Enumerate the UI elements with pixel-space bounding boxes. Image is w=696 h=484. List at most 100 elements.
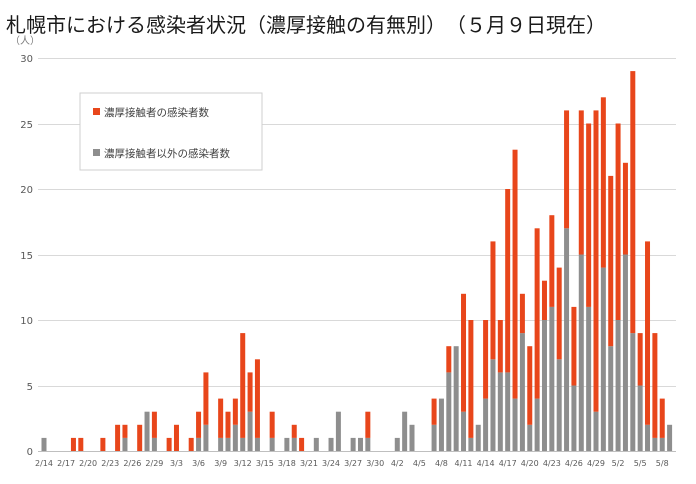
bar-non-contact-3-29 bbox=[365, 437, 371, 451]
bar-contact-3-14 bbox=[254, 359, 260, 438]
y-tick-label: 10 bbox=[20, 316, 33, 327]
bar-contact-4-20 bbox=[527, 346, 533, 425]
x-tick-label: 3/15 bbox=[256, 459, 274, 468]
bar-non-contact-4-14 bbox=[483, 398, 489, 451]
y-axis: 0 5 10 15 20 25 30 bbox=[20, 54, 33, 458]
bar-non-contact-4-20 bbox=[527, 424, 533, 451]
bar-non-contact-3-10 bbox=[225, 437, 231, 451]
bar-contact-3-13 bbox=[247, 372, 253, 412]
bar-non-contact-4-30 bbox=[600, 267, 606, 451]
x-tick-label: 4/26 bbox=[565, 459, 583, 468]
bar-non-contact-4-24 bbox=[556, 359, 562, 451]
bar-non-contact-5-7 bbox=[652, 437, 658, 451]
bar-contact-5-1 bbox=[608, 175, 614, 347]
x-tick-label: 3/9 bbox=[214, 459, 227, 468]
bar-non-contact-4-9 bbox=[446, 372, 452, 451]
bar-non-contact-4-17 bbox=[505, 372, 511, 451]
bar-contact-4-11 bbox=[461, 293, 467, 412]
legend-swatch-non-contact bbox=[93, 149, 100, 156]
bar-contact-4-12 bbox=[468, 320, 474, 438]
bar-contact-2-18 bbox=[70, 437, 76, 451]
bar-contact-4-19 bbox=[519, 293, 525, 334]
bar-non-contact-3-24 bbox=[328, 437, 334, 451]
bar-contact-4-29 bbox=[593, 110, 599, 412]
x-tick-label: 2/29 bbox=[145, 459, 163, 468]
bar-non-contact-3-27 bbox=[350, 437, 356, 451]
bar-non-contact-3-13 bbox=[247, 411, 253, 451]
bar-contact-4-14 bbox=[483, 320, 489, 399]
bar-contact-4-15 bbox=[490, 241, 496, 360]
bar-non-contact-4-18 bbox=[512, 398, 518, 451]
y-tick-label: 0 bbox=[27, 447, 33, 458]
x-tick-label: 2/20 bbox=[79, 459, 97, 468]
bar-non-contact-4-13 bbox=[475, 424, 481, 451]
legend: 濃厚接触者の感染者数 濃厚接触者以外の感染者数 bbox=[79, 92, 263, 171]
bar-non-contact-3-12 bbox=[240, 437, 246, 451]
bar-non-contact-4-25 bbox=[564, 228, 570, 451]
bar-non-contact-4-22 bbox=[541, 320, 547, 451]
bar-non-contact-3-19 bbox=[291, 437, 297, 451]
bar-contact-3-12 bbox=[240, 333, 246, 438]
y-tick-label: 25 bbox=[20, 120, 33, 131]
x-tick-label: 3/18 bbox=[278, 459, 296, 468]
x-tick-label: 4/5 bbox=[413, 459, 426, 468]
bar-non-contact-3-14 bbox=[254, 437, 260, 451]
bar-non-contact-4-12 bbox=[468, 437, 474, 451]
x-tick-label: 5/5 bbox=[634, 459, 647, 468]
bar-non-contact-5-8 bbox=[659, 437, 665, 451]
bar-contact-3-11 bbox=[232, 398, 238, 425]
bar-contact-2-19 bbox=[78, 437, 84, 451]
x-axis: 2/14 2/17 2/20 2/23 2/26 2/29 3/3 3/6 3/9 3/12 3/1… bbox=[35, 459, 669, 468]
bar-non-contact-4-26 bbox=[571, 385, 577, 451]
bar-contact-4-21 bbox=[534, 228, 540, 399]
bar-non-contact-4-27 bbox=[578, 254, 584, 451]
bar-non-contact-5-6 bbox=[645, 424, 651, 451]
bar-contact-4-9 bbox=[446, 346, 452, 373]
bar-contact-3-20 bbox=[299, 437, 305, 451]
bar-non-contact-2-29 bbox=[151, 437, 157, 451]
bar-non-contact-3-18 bbox=[284, 437, 290, 451]
y-axis-unit-label: （人） bbox=[10, 35, 40, 47]
bar-non-contact-4-7 bbox=[431, 424, 437, 451]
bar-contact-2-27 bbox=[137, 424, 143, 451]
bar-contact-4-26 bbox=[571, 306, 577, 386]
bar-non-contact-3-22 bbox=[313, 437, 319, 451]
x-tick-label: 3/12 bbox=[234, 459, 252, 468]
bar-non-contact-2-25 bbox=[122, 437, 128, 451]
x-tick-label: 2/26 bbox=[123, 459, 141, 468]
bar-contact-2-25 bbox=[122, 424, 128, 438]
legend-swatch-contact bbox=[93, 108, 100, 115]
y-tick-label: 20 bbox=[20, 185, 33, 196]
bar-contact-5-8 bbox=[659, 398, 665, 438]
x-tick-label: 3/24 bbox=[322, 459, 340, 468]
bars bbox=[41, 71, 673, 451]
bar-contact-3-7 bbox=[203, 372, 209, 425]
bar-non-contact-3-9 bbox=[218, 437, 224, 451]
x-tick-label: 5/2 bbox=[612, 459, 625, 468]
x-tick-label: 4/11 bbox=[455, 459, 473, 468]
bar-contact-3-5 bbox=[188, 437, 194, 451]
bar-non-contact-4-2 bbox=[394, 437, 400, 451]
bar-non-contact-3-11 bbox=[232, 424, 238, 451]
x-tick-label: 2/17 bbox=[57, 459, 75, 468]
bar-contact-4-30 bbox=[600, 97, 606, 268]
bar-contact-3-19 bbox=[291, 424, 297, 438]
bar-non-contact-4-16 bbox=[497, 372, 503, 451]
bar-non-contact-4-19 bbox=[519, 333, 525, 451]
bar-contact-3-6 bbox=[196, 411, 202, 438]
legend-label-contact: 濃厚接触者の感染者数 bbox=[104, 106, 209, 119]
bar-non-contact-4-11 bbox=[461, 411, 467, 451]
bar-non-contact-5-2 bbox=[615, 320, 621, 451]
bar-non-contact-3-6 bbox=[196, 437, 202, 451]
bar-contact-4-22 bbox=[541, 280, 547, 320]
x-tick-label: 5/8 bbox=[656, 459, 669, 468]
legend-box bbox=[79, 92, 263, 171]
x-tick-label: 2/14 bbox=[35, 459, 53, 468]
y-tick-label: 15 bbox=[20, 251, 33, 262]
bar-contact-5-2 bbox=[615, 123, 621, 320]
bar-non-contact-2-28 bbox=[144, 411, 150, 451]
bar-non-contact-5-9 bbox=[667, 424, 673, 451]
bar-contact-2-22 bbox=[100, 437, 106, 451]
